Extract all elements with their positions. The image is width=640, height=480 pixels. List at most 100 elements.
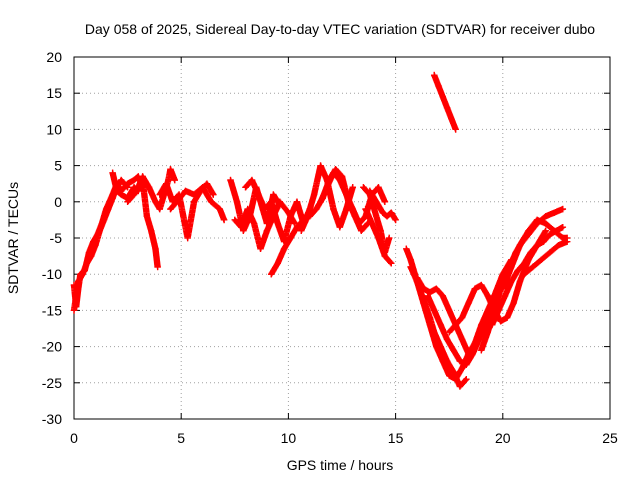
data-point [471,285,479,292]
data-point [430,71,438,79]
data-point [109,169,116,177]
data-point [79,271,86,278]
data-point [96,227,103,234]
data-point [465,299,472,307]
data-point [450,368,457,376]
data-point [313,205,320,213]
data-point [317,162,324,169]
data-point [362,205,369,213]
data-point [521,271,528,278]
data-point [430,307,438,314]
data-point [268,198,275,205]
series-trace-15 [362,205,395,267]
data-point [551,209,558,216]
series-trace-05 [156,180,217,242]
data-point [250,220,258,227]
data-point [268,271,275,278]
data-point [373,198,380,205]
data-point [317,198,324,205]
y-tick-label: 15 [46,85,62,101]
data-point [546,231,554,238]
y-tick-label: -5 [50,230,63,246]
data-point [456,383,464,390]
series-trace-09 [242,176,314,245]
data-point [413,274,421,282]
y-tick-label: -30 [42,411,62,427]
series-trace-26 [521,238,571,278]
data-point [293,198,301,205]
series-markers [109,169,161,271]
x-tick-label: 25 [602,430,618,446]
data-point [171,176,178,184]
data-point [216,205,223,213]
data-point [336,176,344,184]
data-point [124,198,131,205]
data-point [349,205,356,213]
data-point [343,205,350,213]
data-point [130,176,138,184]
data-point [458,336,466,343]
data-point [484,292,491,300]
data-point [443,336,451,343]
data-point [180,213,187,220]
data-point [484,328,491,336]
data-point [343,191,350,198]
data-point [270,191,277,198]
data-point [310,191,318,198]
data-point [248,176,256,184]
data-point [458,365,466,372]
data-point [366,187,374,195]
series-trace-17 [430,71,459,133]
data-point [458,314,466,321]
data-point [452,375,459,383]
data-point [469,350,476,358]
data-point [538,256,545,263]
data-point [242,184,249,191]
data-point [426,289,434,296]
series-trace-03 [109,169,161,271]
data-point [233,198,241,205]
data-point [152,198,159,205]
data-point [439,292,446,300]
data-point [381,252,389,260]
data-point [377,227,384,234]
data-point [190,198,198,205]
data-point [156,205,163,213]
data-point [274,260,281,267]
data-point [456,357,464,365]
data-point [381,198,389,205]
data-point [388,260,395,267]
data-point [261,205,269,213]
y-tick-label: 20 [46,49,62,65]
data-point [231,216,238,224]
data-point [287,213,294,220]
data-point [559,205,567,213]
data-point [508,263,515,271]
data-point [336,223,344,231]
data-point [92,242,99,249]
data-point [156,191,163,198]
x-tick-label: 0 [70,430,78,446]
data-point [488,321,496,329]
data-point [525,227,532,234]
data-point [385,234,393,242]
data-point [87,252,95,260]
data-point [130,191,138,198]
data-point [105,205,112,213]
data-point [424,292,431,300]
data-point [546,249,554,256]
data-point [147,227,155,234]
x-tick-label: 5 [177,430,185,446]
data-point [355,220,363,227]
data-point [563,238,571,245]
data-point [210,191,217,198]
data-point [510,299,517,307]
y-tick-label: -10 [42,266,62,282]
data-point [276,198,284,205]
data-point [199,184,206,191]
data-point [203,180,211,187]
data-point [433,285,440,292]
y-tick-label: 5 [54,158,62,174]
data-point [383,213,391,220]
